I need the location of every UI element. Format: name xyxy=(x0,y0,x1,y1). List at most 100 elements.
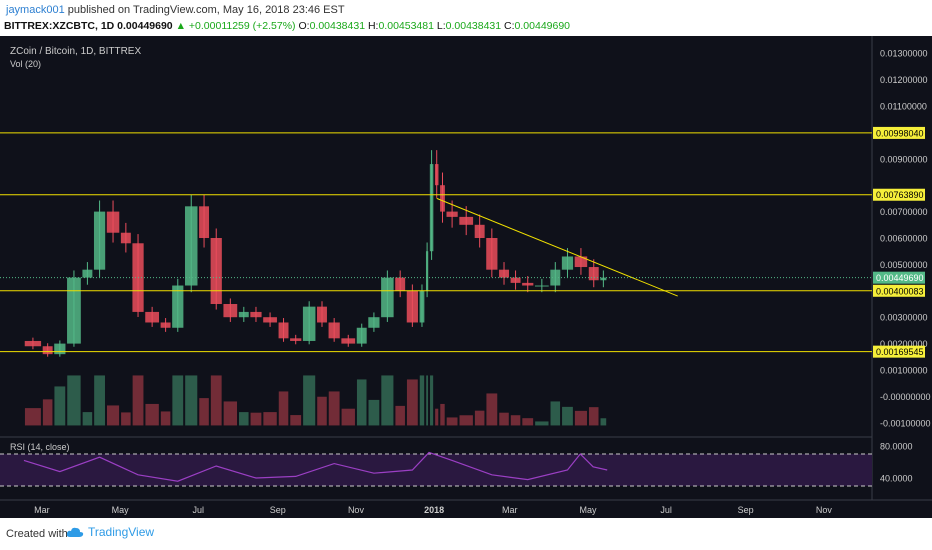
descending-trendline xyxy=(436,197,678,297)
chart-background xyxy=(0,36,932,518)
candle xyxy=(160,322,171,328)
y-tick-label: 0.01200000 xyxy=(880,75,928,85)
price-change: +0.00011259 (+2.57%) xyxy=(188,20,296,32)
y-tick-label: 0.00900000 xyxy=(880,154,928,164)
y-tick-label: 0.00500000 xyxy=(880,260,928,270)
y-tick-label: -0.00000000 xyxy=(880,392,931,402)
rsi-tick-label: 80.0000 xyxy=(880,442,913,452)
volume-bar xyxy=(263,412,277,426)
volume-bar xyxy=(278,391,289,426)
volume-bar xyxy=(406,379,418,426)
candle xyxy=(522,282,534,286)
candle xyxy=(429,164,434,252)
x-tick-label: May xyxy=(579,505,597,515)
candle xyxy=(238,311,249,318)
level-label-box xyxy=(873,345,925,358)
candle xyxy=(419,290,425,323)
x-tick-label: Sep xyxy=(270,505,286,515)
x-tick-label: 2018 xyxy=(424,505,444,515)
volume-bar xyxy=(510,415,521,426)
volume-bar xyxy=(82,412,93,426)
volume-bar xyxy=(341,408,355,426)
rsi-band xyxy=(0,454,872,486)
candle xyxy=(223,304,238,318)
candle xyxy=(534,285,549,287)
candle xyxy=(42,346,53,355)
x-tick-label: Nov xyxy=(816,505,833,515)
candle xyxy=(561,256,574,270)
volume-bar xyxy=(328,391,340,426)
volume-bar xyxy=(419,375,425,426)
volume-bar xyxy=(430,375,434,426)
footer: Created with TradingView xyxy=(0,518,932,550)
y-tick-label: 0.00100000 xyxy=(880,366,928,376)
candle xyxy=(184,206,198,286)
close-label: C: xyxy=(504,20,515,32)
y-tick-label: 0.00300000 xyxy=(880,313,928,323)
up-arrow-icon: ▲ xyxy=(175,20,186,32)
volume-label: Vol (20) xyxy=(10,59,41,69)
chart-header: jaymack001 published on TradingView.com,… xyxy=(0,0,932,36)
candle xyxy=(486,238,498,270)
candle xyxy=(434,164,439,186)
candle xyxy=(54,343,66,355)
candle xyxy=(172,285,184,328)
chart-title: ZCoin / Bitcoin, 1D, BITTREX xyxy=(10,46,141,57)
volume-bar xyxy=(185,375,198,426)
open-value: 0.00438431 xyxy=(309,20,366,32)
price-chart-svg[interactable]: 0.01300000 0.01200000 0.01100000 0.00900000… xyxy=(0,36,932,518)
x-tick-label: Jul xyxy=(660,505,672,515)
chart-area[interactable]: 0.01300000 0.01200000 0.01100000 0.00900000… xyxy=(0,36,932,518)
tradingview-logo[interactable]: TradingView xyxy=(66,525,154,539)
volume-bar xyxy=(290,415,302,426)
ohlc-line: BITTREX:XZCBTC, 1D 0.00449690 ▲ +0.00011… xyxy=(4,20,570,32)
candle xyxy=(24,340,42,347)
cloud-icon xyxy=(66,527,84,537)
author-link[interactable]: jaymack001 xyxy=(6,4,65,16)
volume-bar xyxy=(381,375,394,426)
volume-bar xyxy=(210,375,222,426)
volume-bar xyxy=(562,406,573,426)
candle xyxy=(328,322,340,339)
volume-bar xyxy=(94,375,105,426)
created-with-text: Created with xyxy=(6,528,68,540)
volume-bar xyxy=(474,410,485,426)
high-value: 0.00453481 xyxy=(378,20,434,32)
volume-bar xyxy=(395,405,405,426)
close-value: 0.00449690 xyxy=(514,20,571,32)
published-text: published on TradingView.com, May 16, 20… xyxy=(67,4,345,16)
volume-bar xyxy=(317,396,327,426)
volume-bar xyxy=(250,412,262,426)
level-label-box xyxy=(873,284,925,297)
candle xyxy=(574,256,588,268)
publish-line: jaymack001 published on TradingView.com,… xyxy=(6,4,345,16)
rsi-line xyxy=(23,451,608,482)
volume-bar xyxy=(42,399,53,426)
level-label: 0.00169545 xyxy=(876,347,924,357)
x-tick-label: May xyxy=(112,505,130,515)
candle xyxy=(600,277,607,281)
candle xyxy=(278,322,289,339)
candle xyxy=(290,338,302,341)
candle xyxy=(317,306,327,323)
candle xyxy=(67,277,81,344)
candle xyxy=(302,306,316,341)
volume-bar xyxy=(303,375,316,426)
volume-bar xyxy=(499,412,509,426)
y-tick-label: 0.00600000 xyxy=(880,234,928,244)
last-price-label: 0.00449690 xyxy=(876,273,924,283)
current-price: 0.00449690 xyxy=(117,20,173,32)
candle xyxy=(440,185,445,212)
x-tick-label: Nov xyxy=(348,505,365,515)
x-tick-label: Mar xyxy=(34,505,50,515)
volume-bar xyxy=(67,375,81,426)
volume-bar xyxy=(132,375,144,426)
y-tick-label: 0.00200000 xyxy=(880,339,928,349)
candle xyxy=(474,224,485,238)
level-label-box xyxy=(873,188,925,201)
volume-bar xyxy=(54,386,66,426)
low-value: 0.00438431 xyxy=(445,20,502,32)
low-label: L: xyxy=(436,20,446,32)
x-tick-label: Mar xyxy=(502,505,518,515)
candle xyxy=(425,251,429,291)
